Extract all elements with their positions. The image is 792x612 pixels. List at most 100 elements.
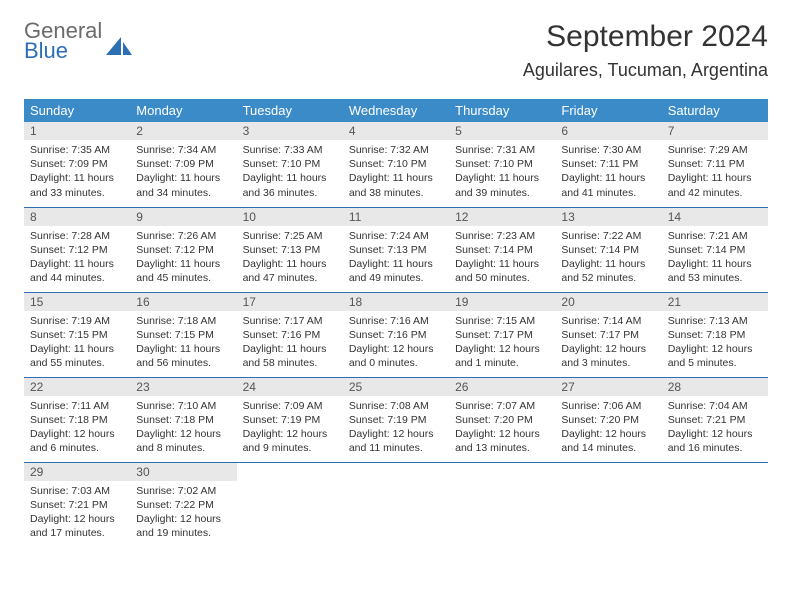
weekday-header: Saturday [662, 99, 768, 122]
day-number: 11 [343, 208, 449, 226]
calendar-cell: 18Sunrise: 7:16 AMSunset: 7:16 PMDayligh… [343, 292, 449, 377]
calendar-cell: 14Sunrise: 7:21 AMSunset: 7:14 PMDayligh… [662, 207, 768, 292]
day-details: Sunrise: 7:26 AMSunset: 7:12 PMDaylight:… [130, 226, 236, 292]
day-number: 6 [555, 122, 661, 140]
day-details: Sunrise: 7:24 AMSunset: 7:13 PMDaylight:… [343, 226, 449, 292]
day-number: 7 [662, 122, 768, 140]
day-details: Sunrise: 7:06 AMSunset: 7:20 PMDaylight:… [555, 396, 661, 462]
calendar-row: 22Sunrise: 7:11 AMSunset: 7:18 PMDayligh… [24, 377, 768, 462]
day-number: 18 [343, 293, 449, 311]
calendar-cell: 5Sunrise: 7:31 AMSunset: 7:10 PMDaylight… [449, 122, 555, 207]
calendar-cell: 17Sunrise: 7:17 AMSunset: 7:16 PMDayligh… [237, 292, 343, 377]
calendar-cell: 23Sunrise: 7:10 AMSunset: 7:18 PMDayligh… [130, 377, 236, 462]
day-number: 13 [555, 208, 661, 226]
day-number: 27 [555, 378, 661, 396]
day-details: Sunrise: 7:33 AMSunset: 7:10 PMDaylight:… [237, 140, 343, 206]
day-details: Sunrise: 7:17 AMSunset: 7:16 PMDaylight:… [237, 311, 343, 377]
calendar-row: 8Sunrise: 7:28 AMSunset: 7:12 PMDaylight… [24, 207, 768, 292]
day-number: 23 [130, 378, 236, 396]
day-details: Sunrise: 7:04 AMSunset: 7:21 PMDaylight:… [662, 396, 768, 462]
weekday-header: Tuesday [237, 99, 343, 122]
location-text: Aguilares, Tucuman, Argentina [523, 60, 768, 81]
calendar-cell: 11Sunrise: 7:24 AMSunset: 7:13 PMDayligh… [343, 207, 449, 292]
calendar-cell: 8Sunrise: 7:28 AMSunset: 7:12 PMDaylight… [24, 207, 130, 292]
day-number: 1 [24, 122, 130, 140]
calendar-row: 29Sunrise: 7:03 AMSunset: 7:21 PMDayligh… [24, 462, 768, 547]
sail-icon [106, 37, 132, 60]
day-details: Sunrise: 7:07 AMSunset: 7:20 PMDaylight:… [449, 396, 555, 462]
calendar-cell: 21Sunrise: 7:13 AMSunset: 7:18 PMDayligh… [662, 292, 768, 377]
weekday-header: Wednesday [343, 99, 449, 122]
calendar-cell: 26Sunrise: 7:07 AMSunset: 7:20 PMDayligh… [449, 377, 555, 462]
calendar-row: 15Sunrise: 7:19 AMSunset: 7:15 PMDayligh… [24, 292, 768, 377]
calendar-cell: 30Sunrise: 7:02 AMSunset: 7:22 PMDayligh… [130, 462, 236, 547]
day-number: 14 [662, 208, 768, 226]
day-details: Sunrise: 7:11 AMSunset: 7:18 PMDaylight:… [24, 396, 130, 462]
day-details: Sunrise: 7:08 AMSunset: 7:19 PMDaylight:… [343, 396, 449, 462]
header: General Blue September 2024 Aguilares, T… [24, 20, 768, 81]
weekday-header: Friday [555, 99, 661, 122]
calendar-cell: 20Sunrise: 7:14 AMSunset: 7:17 PMDayligh… [555, 292, 661, 377]
day-number: 2 [130, 122, 236, 140]
logo-text-blue: Blue [24, 40, 102, 62]
calendar-cell: 12Sunrise: 7:23 AMSunset: 7:14 PMDayligh… [449, 207, 555, 292]
day-details: Sunrise: 7:03 AMSunset: 7:21 PMDaylight:… [24, 481, 130, 547]
day-details: Sunrise: 7:15 AMSunset: 7:17 PMDaylight:… [449, 311, 555, 377]
day-number: 21 [662, 293, 768, 311]
day-details: Sunrise: 7:30 AMSunset: 7:11 PMDaylight:… [555, 140, 661, 206]
calendar-cell [555, 462, 661, 547]
calendar-cell: 4Sunrise: 7:32 AMSunset: 7:10 PMDaylight… [343, 122, 449, 207]
calendar-table: Sunday Monday Tuesday Wednesday Thursday… [24, 99, 768, 547]
day-details: Sunrise: 7:25 AMSunset: 7:13 PMDaylight:… [237, 226, 343, 292]
weekday-header-row: Sunday Monday Tuesday Wednesday Thursday… [24, 99, 768, 122]
day-details: Sunrise: 7:18 AMSunset: 7:15 PMDaylight:… [130, 311, 236, 377]
day-details: Sunrise: 7:29 AMSunset: 7:11 PMDaylight:… [662, 140, 768, 206]
calendar-cell [662, 462, 768, 547]
day-number: 5 [449, 122, 555, 140]
calendar-cell: 6Sunrise: 7:30 AMSunset: 7:11 PMDaylight… [555, 122, 661, 207]
calendar-cell [449, 462, 555, 547]
day-details: Sunrise: 7:14 AMSunset: 7:17 PMDaylight:… [555, 311, 661, 377]
day-details: Sunrise: 7:10 AMSunset: 7:18 PMDaylight:… [130, 396, 236, 462]
weekday-header: Thursday [449, 99, 555, 122]
calendar-cell: 1Sunrise: 7:35 AMSunset: 7:09 PMDaylight… [24, 122, 130, 207]
day-number: 16 [130, 293, 236, 311]
day-details: Sunrise: 7:23 AMSunset: 7:14 PMDaylight:… [449, 226, 555, 292]
day-details: Sunrise: 7:32 AMSunset: 7:10 PMDaylight:… [343, 140, 449, 206]
day-details: Sunrise: 7:16 AMSunset: 7:16 PMDaylight:… [343, 311, 449, 377]
logo-text: General Blue [24, 20, 102, 62]
calendar-cell: 25Sunrise: 7:08 AMSunset: 7:19 PMDayligh… [343, 377, 449, 462]
logo: General Blue [24, 20, 132, 62]
calendar-row: 1Sunrise: 7:35 AMSunset: 7:09 PMDaylight… [24, 122, 768, 207]
day-number: 15 [24, 293, 130, 311]
calendar-cell: 29Sunrise: 7:03 AMSunset: 7:21 PMDayligh… [24, 462, 130, 547]
calendar-cell: 16Sunrise: 7:18 AMSunset: 7:15 PMDayligh… [130, 292, 236, 377]
day-number: 20 [555, 293, 661, 311]
calendar-cell: 7Sunrise: 7:29 AMSunset: 7:11 PMDaylight… [662, 122, 768, 207]
day-details: Sunrise: 7:31 AMSunset: 7:10 PMDaylight:… [449, 140, 555, 206]
page-title: September 2024 [523, 20, 768, 54]
calendar-cell [343, 462, 449, 547]
day-number: 19 [449, 293, 555, 311]
day-details: Sunrise: 7:28 AMSunset: 7:12 PMDaylight:… [24, 226, 130, 292]
day-number: 22 [24, 378, 130, 396]
calendar-cell: 2Sunrise: 7:34 AMSunset: 7:09 PMDaylight… [130, 122, 236, 207]
day-details: Sunrise: 7:22 AMSunset: 7:14 PMDaylight:… [555, 226, 661, 292]
day-details: Sunrise: 7:02 AMSunset: 7:22 PMDaylight:… [130, 481, 236, 547]
weekday-header: Sunday [24, 99, 130, 122]
calendar-cell [237, 462, 343, 547]
day-number: 8 [24, 208, 130, 226]
day-number: 24 [237, 378, 343, 396]
calendar-cell: 28Sunrise: 7:04 AMSunset: 7:21 PMDayligh… [662, 377, 768, 462]
calendar-cell: 27Sunrise: 7:06 AMSunset: 7:20 PMDayligh… [555, 377, 661, 462]
day-details: Sunrise: 7:19 AMSunset: 7:15 PMDaylight:… [24, 311, 130, 377]
day-details: Sunrise: 7:13 AMSunset: 7:18 PMDaylight:… [662, 311, 768, 377]
day-number: 17 [237, 293, 343, 311]
day-number: 10 [237, 208, 343, 226]
day-details: Sunrise: 7:21 AMSunset: 7:14 PMDaylight:… [662, 226, 768, 292]
calendar-cell: 3Sunrise: 7:33 AMSunset: 7:10 PMDaylight… [237, 122, 343, 207]
calendar-cell: 19Sunrise: 7:15 AMSunset: 7:17 PMDayligh… [449, 292, 555, 377]
calendar-cell: 10Sunrise: 7:25 AMSunset: 7:13 PMDayligh… [237, 207, 343, 292]
day-details: Sunrise: 7:34 AMSunset: 7:09 PMDaylight:… [130, 140, 236, 206]
calendar-cell: 15Sunrise: 7:19 AMSunset: 7:15 PMDayligh… [24, 292, 130, 377]
